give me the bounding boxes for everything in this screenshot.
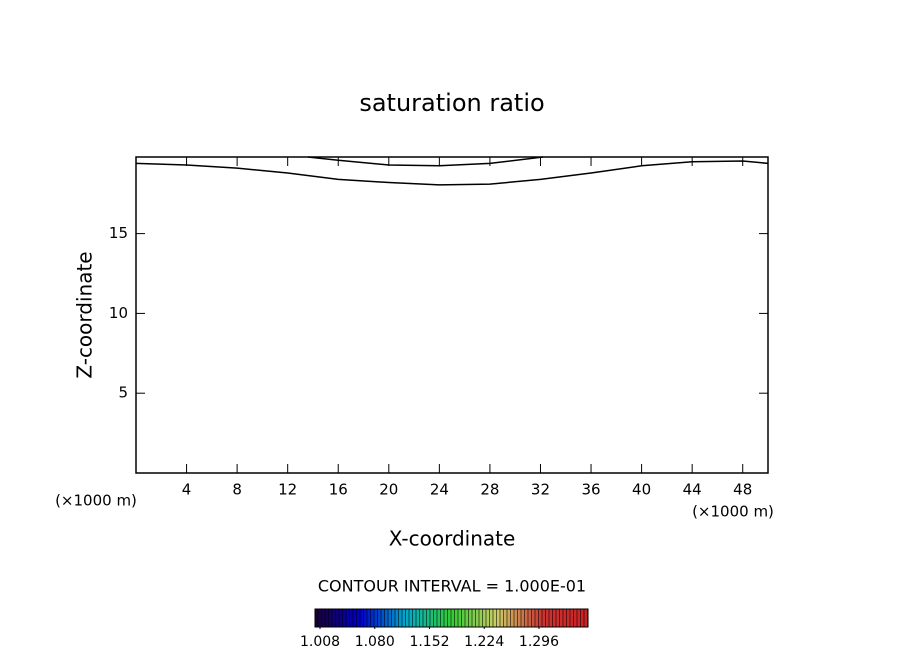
colorbar-tick-label: 1.080 [355,634,395,650]
x-tick-label: 20 [379,481,398,499]
x-tick-label: 44 [683,481,702,499]
x-tick-label: 4 [182,481,192,499]
y-axis-label: Z-coordinate [73,251,97,378]
x-tick-label: 36 [581,481,600,499]
colorbar-tick-label: 1.296 [519,634,559,650]
colorbar-tick-label: 1.224 [464,634,504,650]
colorbar-tick-label: 1.152 [409,634,449,650]
x-tick-label: 40 [632,481,651,499]
y-tick-label: 5 [118,384,128,402]
y-tick-label: 10 [109,304,128,322]
plot-frame [135,156,769,474]
x-tick-label: 12 [278,481,297,499]
contour-line [307,156,544,167]
x-tick-label: 48 [733,481,752,499]
y-tick-label: 15 [109,224,128,242]
x-tick-label: 24 [430,481,449,499]
colorbar [314,608,589,628]
x-tick-label: 8 [232,481,242,499]
colorbar-tick-label: 1.008 [300,634,340,650]
x-tick-label: 28 [480,481,499,499]
x-axis-label: X-coordinate [389,527,516,551]
x-unit: (×1000 m) [55,492,137,510]
chart-title: saturation ratio [359,89,544,117]
x-tick-label: 32 [531,481,550,499]
contour-line [135,160,769,186]
x-tick-label: 16 [329,481,348,499]
x-unit: (×1000 m) [692,503,774,521]
contour-interval: CONTOUR INTERVAL = 1.000E-01 [318,577,586,596]
